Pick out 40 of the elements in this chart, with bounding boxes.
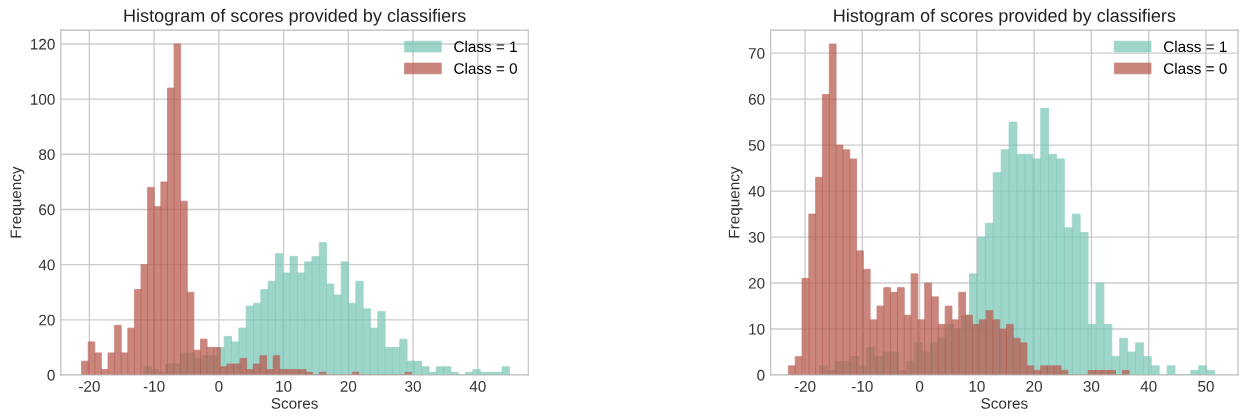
x-tick-label: -20 <box>79 380 100 392</box>
y-tick-label: 20 <box>39 314 55 326</box>
x-tick-label: -20 <box>794 380 816 392</box>
y-tick-label: 70 <box>748 48 765 59</box>
y-tick-label: 20 <box>748 277 765 289</box>
y-tick-label: 120 <box>31 38 55 50</box>
x-tick-label: 0 <box>215 380 223 392</box>
y-tick-label: 30 <box>748 231 765 243</box>
x-tick-label: 40 <box>1140 380 1157 392</box>
x-axis-title: Scores <box>981 397 1028 409</box>
x-axis-title: Scores <box>271 397 318 409</box>
x-tick-label: 20 <box>1026 380 1043 392</box>
y-tick-label: 10 <box>749 323 765 335</box>
chart-title: Histogram of scores provided by classifiers <box>834 8 1176 26</box>
y-axis-title: Frequency <box>728 166 743 238</box>
y-tick-label: 0 <box>757 369 765 381</box>
chart-title: Histogram of scores provided by classifiers <box>124 8 466 26</box>
y-tick-label: 100 <box>31 94 55 105</box>
x-tick-label: 50 <box>1198 380 1214 392</box>
legend-label: Class = 0 <box>454 62 517 74</box>
y-axis-title: Frequency <box>10 166 25 238</box>
x-tick-label: -10 <box>851 380 873 392</box>
x-tick-label: -10 <box>143 380 165 392</box>
y-tick-label: 60 <box>39 204 55 216</box>
x-tick-label: 30 <box>405 380 421 392</box>
y-tick-label: 40 <box>748 185 765 197</box>
y-tick-label: 80 <box>39 149 55 160</box>
y-tick-label: 50 <box>748 139 765 151</box>
x-tick-label: 30 <box>1083 380 1100 392</box>
y-tick-label: 40 <box>38 259 55 271</box>
y-tick-label: 0 <box>47 369 55 381</box>
legend-label: Class = 1 <box>454 40 517 53</box>
x-tick-label: 20 <box>340 380 357 392</box>
x-tick-label: 10 <box>969 380 985 392</box>
legend-label: Class = 0 <box>1164 62 1227 74</box>
x-tick-label: 40 <box>469 380 486 392</box>
y-tick-label: 60 <box>748 94 765 105</box>
x-tick-label: 10 <box>276 380 292 392</box>
legend-label: Class = 1 <box>1164 40 1227 53</box>
x-tick-label: 0 <box>915 380 924 392</box>
